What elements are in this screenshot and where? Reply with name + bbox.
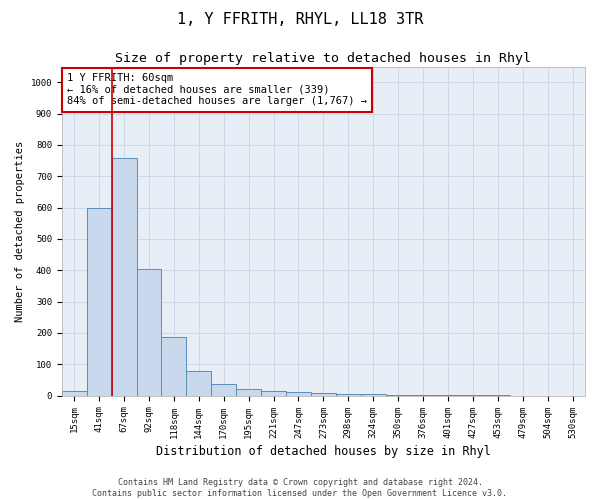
Text: Contains HM Land Registry data © Crown copyright and database right 2024.
Contai: Contains HM Land Registry data © Crown c… bbox=[92, 478, 508, 498]
Bar bbox=[361, 394, 386, 396]
X-axis label: Distribution of detached houses by size in Rhyl: Distribution of detached houses by size … bbox=[156, 444, 491, 458]
Text: 1 Y FFRITH: 60sqm
← 16% of detached houses are smaller (339)
84% of semi-detache: 1 Y FFRITH: 60sqm ← 16% of detached hous… bbox=[67, 73, 367, 106]
Bar bbox=[161, 336, 187, 396]
Bar bbox=[187, 371, 211, 396]
Bar bbox=[261, 391, 286, 396]
Bar bbox=[86, 208, 112, 396]
Bar bbox=[112, 158, 137, 396]
Bar bbox=[62, 391, 86, 396]
Bar bbox=[386, 394, 410, 396]
Bar bbox=[436, 395, 460, 396]
Bar bbox=[236, 390, 261, 396]
Title: Size of property relative to detached houses in Rhyl: Size of property relative to detached ho… bbox=[115, 52, 532, 66]
Bar bbox=[311, 393, 336, 396]
Y-axis label: Number of detached properties: Number of detached properties bbox=[15, 140, 25, 322]
Bar bbox=[336, 394, 361, 396]
Bar bbox=[137, 268, 161, 396]
Bar bbox=[410, 395, 436, 396]
Bar bbox=[286, 392, 311, 396]
Bar bbox=[211, 384, 236, 396]
Text: 1, Y FFRITH, RHYL, LL18 3TR: 1, Y FFRITH, RHYL, LL18 3TR bbox=[177, 12, 423, 28]
